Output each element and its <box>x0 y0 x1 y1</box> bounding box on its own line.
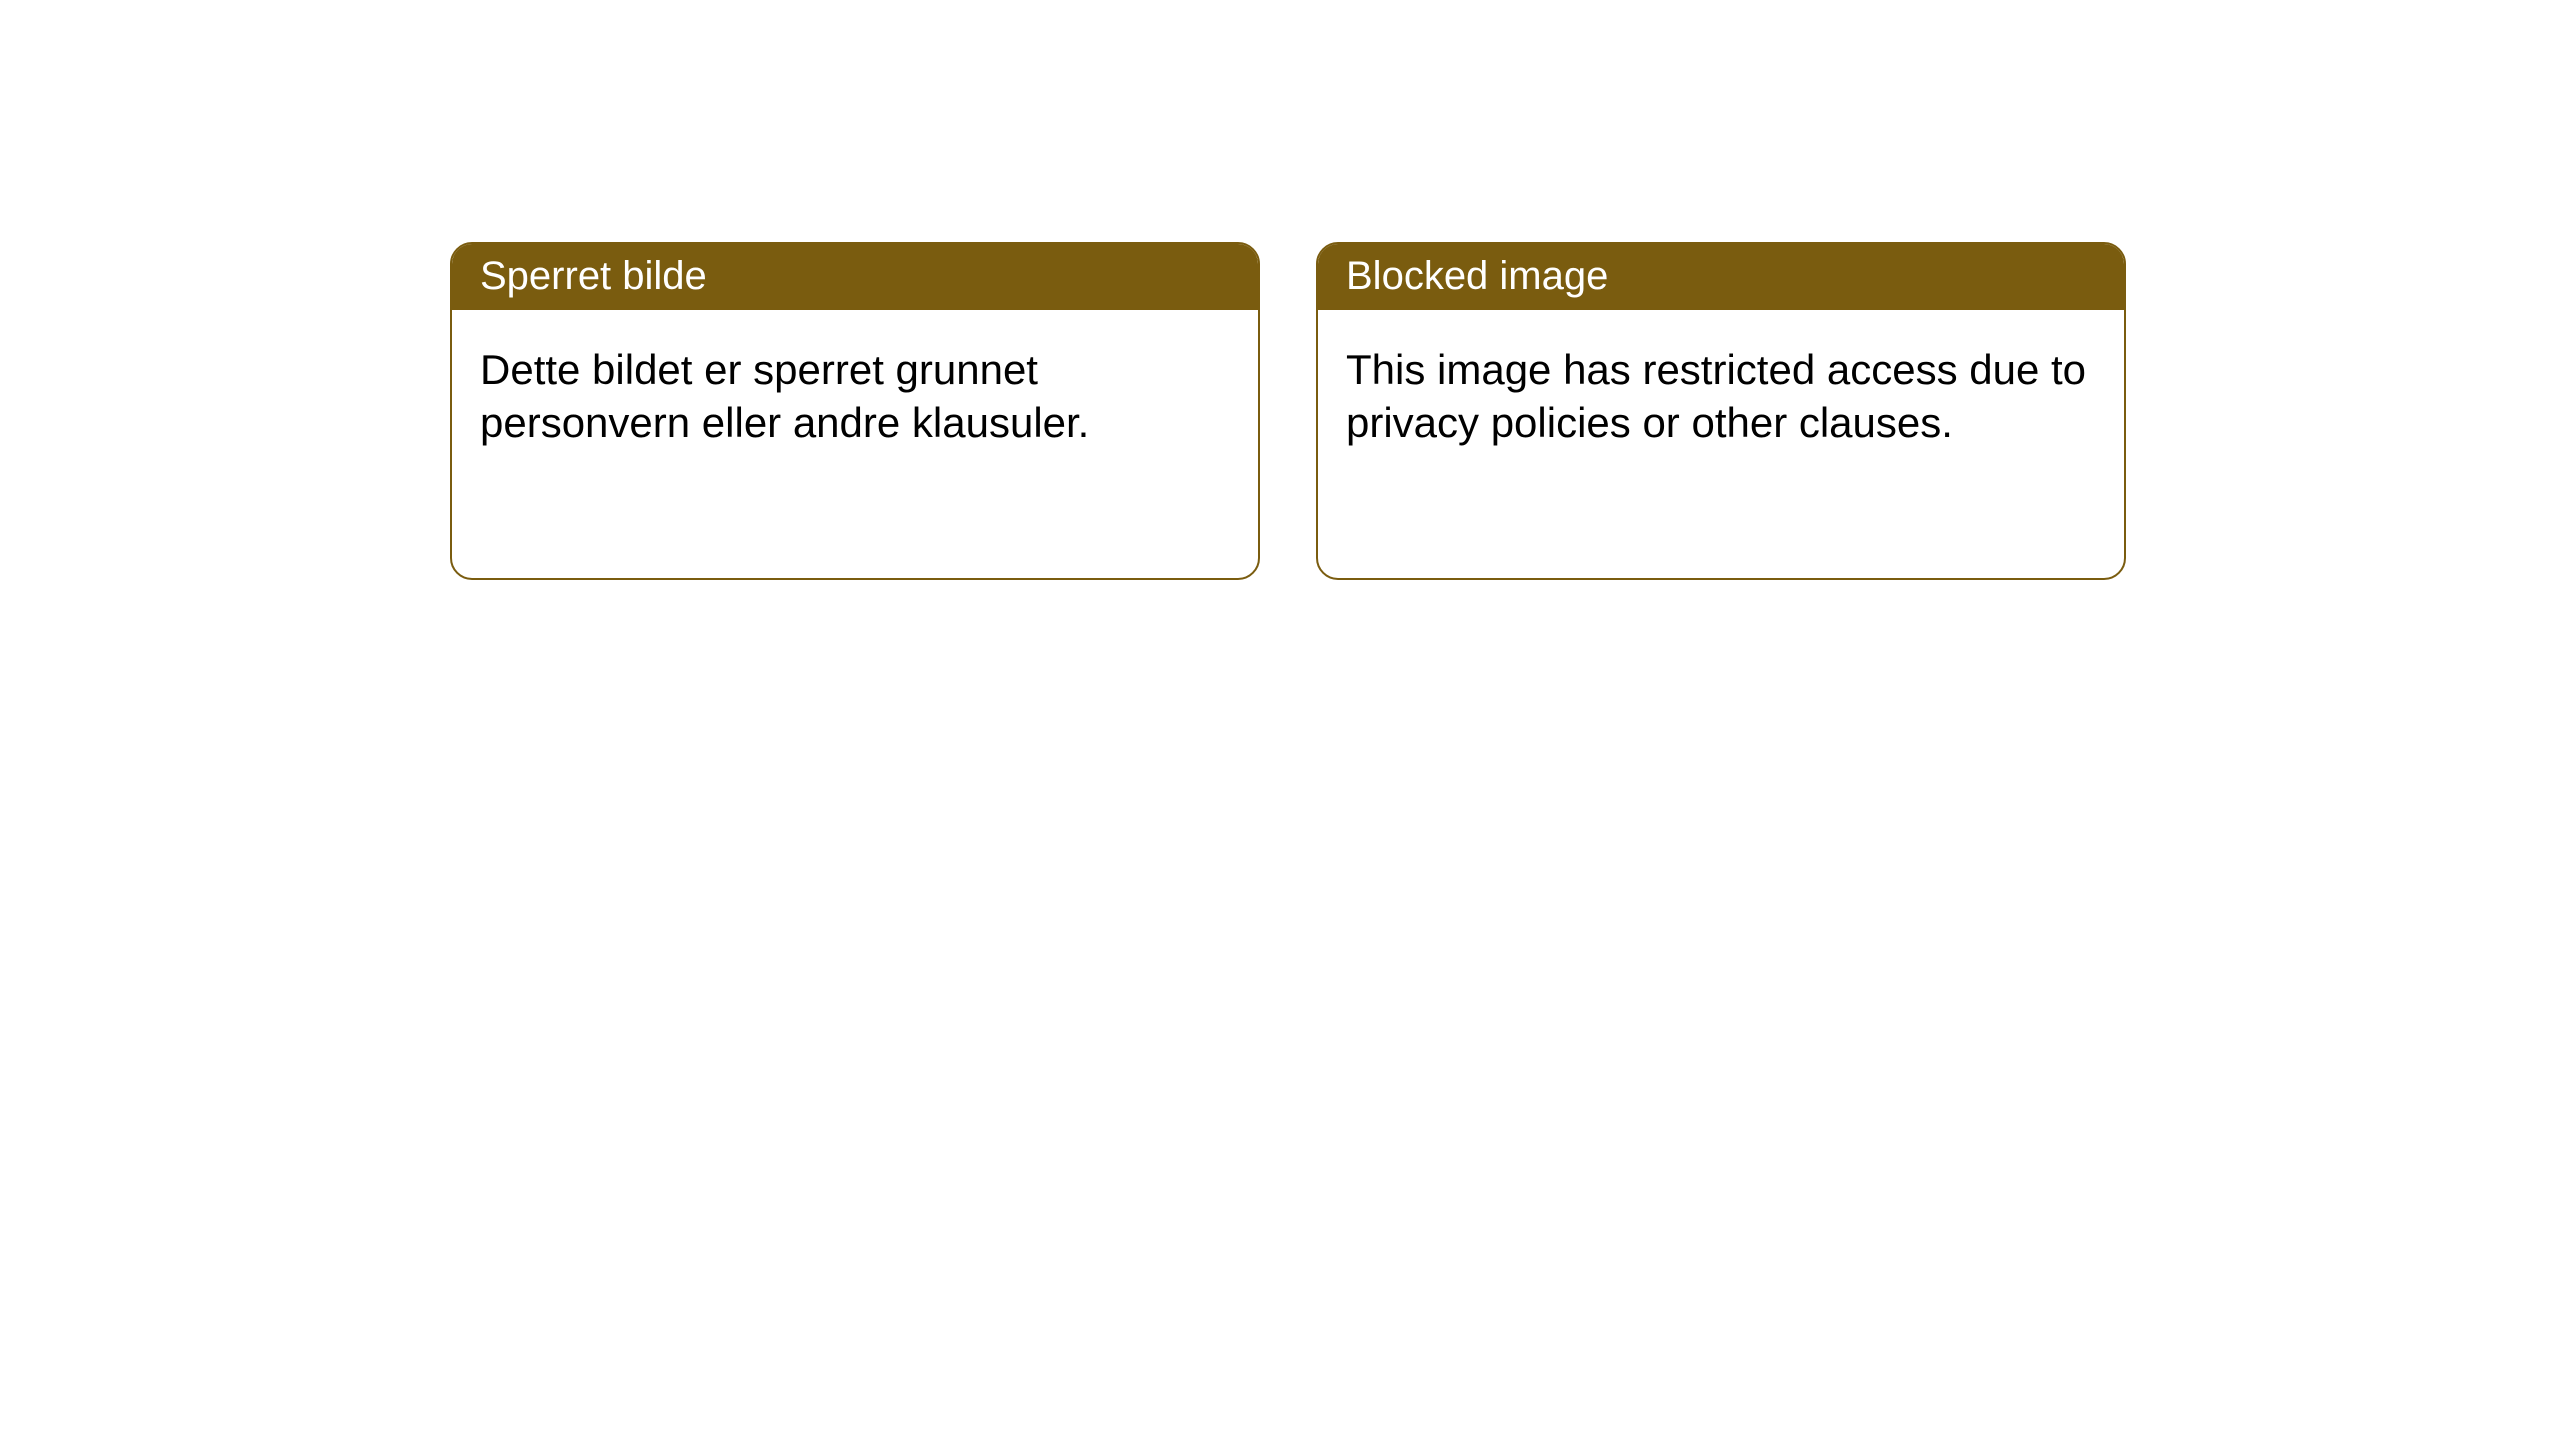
notice-title-norwegian: Sperret bilde <box>452 244 1258 310</box>
notice-card-norwegian: Sperret bilde Dette bildet er sperret gr… <box>450 242 1260 580</box>
notice-body-norwegian: Dette bildet er sperret grunnet personve… <box>452 310 1258 483</box>
notice-container: Sperret bilde Dette bildet er sperret gr… <box>0 0 2560 580</box>
notice-title-english: Blocked image <box>1318 244 2124 310</box>
notice-card-english: Blocked image This image has restricted … <box>1316 242 2126 580</box>
notice-body-english: This image has restricted access due to … <box>1318 310 2124 483</box>
